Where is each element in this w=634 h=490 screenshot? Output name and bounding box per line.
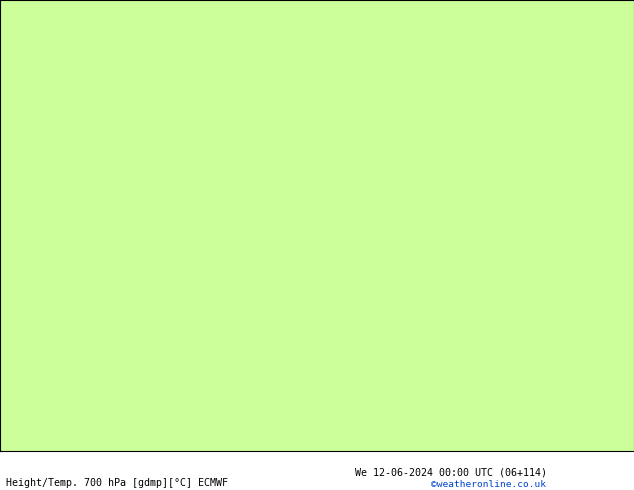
Text: Height/Temp. 700 hPa [gdmp][°C] ECMWF: Height/Temp. 700 hPa [gdmp][°C] ECMWF (6, 478, 228, 488)
Text: ©weatheronline.co.uk: ©weatheronline.co.uk (431, 480, 546, 489)
Text: We 12-06-2024 00:00 UTC (06+114): We 12-06-2024 00:00 UTC (06+114) (355, 468, 547, 478)
